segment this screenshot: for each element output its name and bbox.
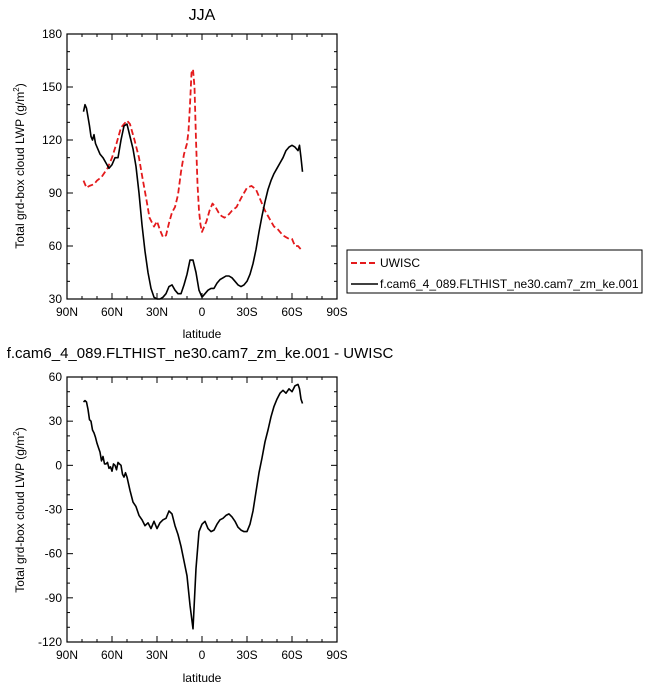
top-y-tick-label: 120: [42, 133, 62, 147]
top-x-tick-label: 0: [199, 305, 206, 319]
top-x-tick-label: 60S: [281, 305, 302, 319]
bottom-y-axis-label-main: Total grd-box cloud LWP (g/m: [13, 436, 27, 593]
legend: UWISC f.cam6_4_089.FLTHIST_ne30.cam7_zm_…: [346, 249, 643, 294]
bottom-chart-title: f.cam6_4_089.FLTHIST_ne30.cam7_zm_ke.001…: [7, 345, 394, 362]
bottom-y-tick-label: 60: [49, 370, 63, 384]
top-y-axis-label-main: Total grd-box cloud LWP (g/m: [13, 92, 27, 249]
bottom-y-axis-label: Total grd-box cloud LWP (g/m2): [12, 427, 27, 592]
top-series-line-1: [82, 103, 304, 300]
legend-box: [346, 249, 643, 294]
bottom-x-axis-label: latitude: [183, 671, 222, 685]
top-y-axis-label-tail: ): [13, 83, 27, 87]
top-chart-title: JJA: [189, 7, 216, 24]
bottom-y-axis-label-sup: 2: [12, 431, 21, 436]
bottom-plot-frame: [66, 376, 338, 643]
top-y-tick-label: 60: [49, 239, 63, 253]
bottom-y-axis-label-tail: ): [13, 427, 27, 431]
top-axis-ticks: 90N 60N 30N 0 30S 60S 90S 30 60 90 120 150 180: [42, 27, 348, 319]
top-series-group: [82, 68, 304, 300]
top-y-tick-label: 180: [42, 27, 62, 41]
top-x-axis-label: latitude: [183, 327, 222, 341]
bottom-y-tick-label: -30: [45, 503, 63, 517]
top-x-tick-label: 30N: [146, 305, 168, 319]
legend-label-model: f.cam6_4_089.FLTHIST_ne30.cam7_zm_ke.001: [380, 277, 639, 291]
bottom-x-tick-label: 90N: [56, 648, 78, 662]
bottom-x-tick-label: 60S: [281, 648, 302, 662]
bottom-y-tick-label: 0: [55, 458, 62, 472]
top-x-tick-label: 90N: [56, 305, 78, 319]
legend-label-uwisc: UWISC: [380, 256, 420, 270]
bottom-chart: f.cam6_4_089.FLTHIST_ne30.cam7_zm_ke.001…: [7, 345, 394, 685]
top-y-axis-label-sup: 2: [12, 87, 21, 92]
top-y-tick-label: 90: [49, 186, 63, 200]
top-chart: JJA 90N 60N 30N 0 30S 60S 90S 30 60 90 120 150 180 l…: [12, 7, 643, 341]
bottom-x-tick-label: 0: [199, 648, 206, 662]
bottom-x-tick-label: 30N: [146, 648, 168, 662]
bottom-y-tick-label: 30: [49, 414, 63, 428]
bottom-x-tick-label: 90S: [326, 648, 347, 662]
top-y-tick-label: 30: [49, 292, 63, 306]
top-x-tick-label: 60N: [101, 305, 123, 319]
bottom-x-tick-label: 60N: [101, 648, 123, 662]
top-y-axis-label: Total grd-box cloud LWP (g/m2): [12, 83, 27, 248]
bottom-y-tick-label: -120: [38, 635, 62, 649]
bottom-series-line-0: [82, 383, 304, 630]
top-series-line-0: [82, 68, 304, 252]
bottom-axis-ticks: 90N 60N 30N 0 30S 60S 90S -120 -90 -60 -30 0 30 60: [38, 370, 348, 662]
bottom-y-tick-label: -60: [45, 547, 63, 561]
top-y-tick-label: 150: [42, 80, 62, 94]
bottom-series-group: [82, 383, 304, 630]
bottom-y-tick-label: -90: [45, 591, 63, 605]
top-x-tick-label: 30S: [236, 305, 257, 319]
top-x-tick-label: 90S: [326, 305, 347, 319]
bottom-x-tick-label: 30S: [236, 648, 257, 662]
